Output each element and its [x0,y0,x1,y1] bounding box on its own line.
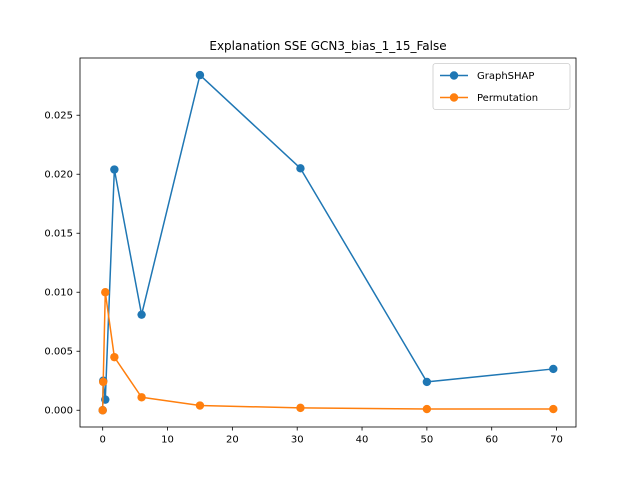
data-point-permutation [195,401,205,410]
data-point-permutation [101,288,110,297]
legend-label: GraphSHAP [477,71,534,82]
plot-area: 0 10 20 30 40 50 60 70 0.000 0.005 0.010 0.015 0.020… [44,57,577,446]
data-point-permutation [422,404,432,414]
y-tick-label: 0.020 [44,170,73,181]
data-point-graphshap [296,164,305,173]
x-tick-label: 40 [356,435,369,446]
y-tick-label: 0.015 [44,229,73,240]
data-point-permutation [296,403,305,413]
data-point-permutation [110,352,119,362]
data-point-permutation [549,404,558,414]
legend-marker [449,93,459,102]
y-tick-label: 0.010 [44,288,73,299]
data-point-permutation [98,406,107,415]
axes-frame [79,57,577,428]
x-tick-label: 30 [291,435,304,446]
data-point-graphshap [195,70,205,80]
data-point-permutation [99,377,108,387]
legend: GraphSHAP Permutation [432,63,571,110]
data-point-permutation [137,393,146,402]
x-tick-label: 50 [421,435,434,446]
x-tick-label: 0 [100,435,106,446]
data-point-graphshap [110,165,119,174]
x-tick-label: 60 [485,435,498,446]
legend-marker [449,71,459,80]
chart-title: Explanation SSE GCN3_bias_1_15_False [209,39,446,53]
data-point-graphshap [137,310,146,319]
data-point-graphshap [422,377,432,387]
x-tick-label: 70 [550,435,563,446]
x-tick-label: 10 [161,435,174,446]
x-tick-label: 20 [226,435,239,446]
y-tick-label: 0.000 [44,406,73,417]
y-tick-label: 0.005 [44,347,73,358]
data-point-graphshap [549,364,558,374]
legend-label: Permutation [477,93,538,104]
y-tick-label: 0.025 [44,111,73,122]
